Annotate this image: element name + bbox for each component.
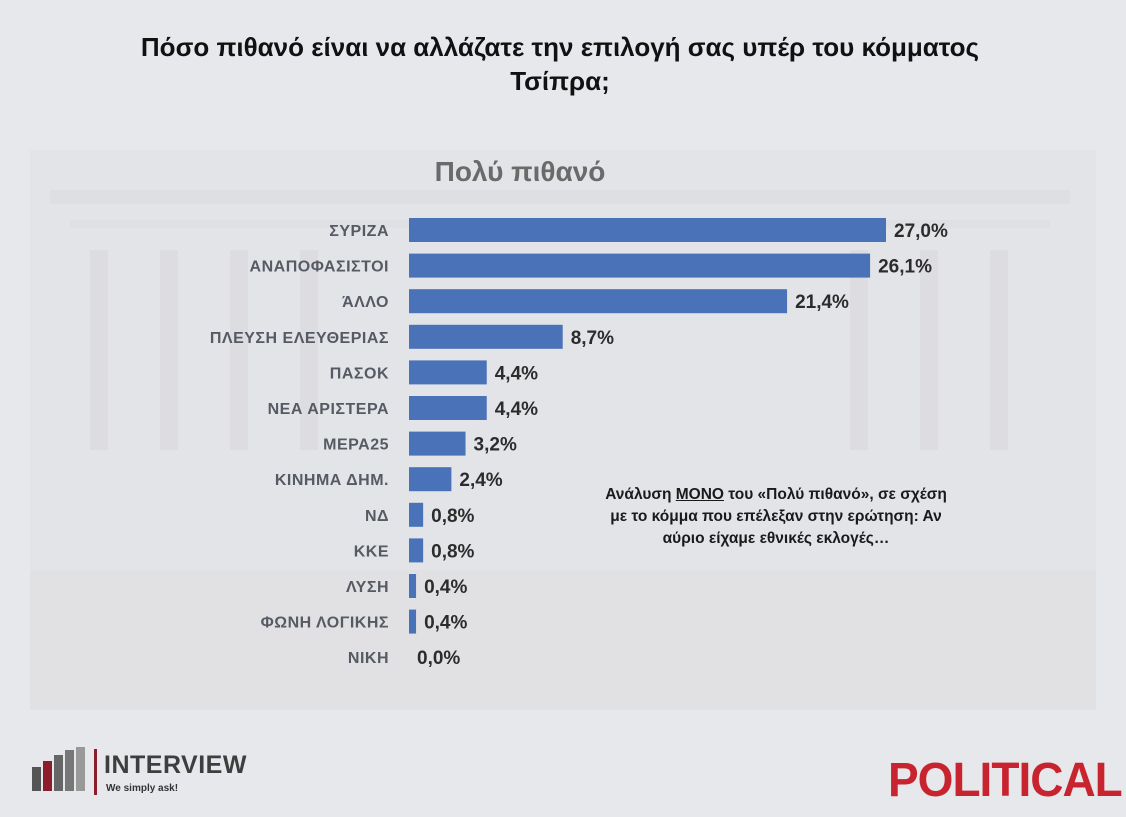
category-label: ΝΔ [365,508,389,525]
value-label: 4,4% [495,399,538,420]
category-label: ΑΝΑΠΟΦΑΣΙΣΤΟΙ [250,259,389,276]
bar [409,360,487,385]
value-label: 0,0% [417,648,460,669]
category-label: ΚΙΝΗΜΑ ΔΗΜ. [275,472,389,489]
bar [409,538,424,563]
bar [409,574,417,598]
bar [409,396,487,420]
bar [409,218,886,242]
chart-title: Πολύ πιθανό [434,156,606,187]
category-label: ΝΕΑ ΑΡΙΣΤΕΡΑ [268,401,389,418]
category-label: ΆΛΛΟ [342,294,389,311]
bar [409,253,871,278]
value-label: 0,8% [431,506,474,527]
value-label: 2,4% [459,470,502,491]
page-title: Πόσο πιθανό είναι να αλλάζατε την επιλογ… [60,30,1060,98]
value-label: 4,4% [495,363,538,384]
value-label: 8,7% [571,328,614,349]
value-label: 3,2% [474,435,517,456]
interview-logo-name: INTERVIEW [104,751,247,779]
bar [409,289,788,314]
bar [409,431,466,456]
value-label: 0,8% [431,541,474,562]
value-label: 0,4% [424,577,467,598]
analysis-note-text-1: Ανάλυση [605,486,676,503]
interview-logo-divider [94,749,97,795]
category-label: ΦΩΝΗ ΛΟΓΙΚΗΣ [261,615,389,632]
bar [409,324,563,349]
analysis-note-text-2: του «Πολύ πιθανό», σε σχέση με το κόμμα … [610,486,947,547]
bar [409,609,417,634]
category-label: ΜΕΡΑ25 [323,437,389,454]
interview-logo: INTERVIEW We simply ask! [30,745,290,800]
category-label: ΠΑΣΟΚ [330,365,389,382]
bar [409,467,452,492]
category-label: ΝΙΚΗ [348,650,389,667]
category-label: ΚΚΕ [354,543,389,560]
interview-bars-icon [32,747,85,791]
value-label: 0,4% [424,613,467,634]
background-building-image [30,150,1096,710]
category-label: ΠΛΕΥΣΗ ΕΛΕΥΘΕΡΙΑΣ [210,330,389,347]
category-label: ΛΥΣΗ [346,579,389,596]
value-label: 26,1% [878,257,932,278]
analysis-note: Ανάλυση ΜΟΝΟ του «Πολύ πιθανό», σε σχέση… [596,484,956,550]
page-title-line-2: Τσίπρα; [510,66,610,96]
value-label: 27,0% [894,221,948,242]
political-logo: POLITICAL [888,751,1123,807]
category-label: ΣΥΡΙΖΑ [329,223,389,240]
value-label: 21,4% [795,292,849,313]
page-title-line-1: Πόσο πιθανό είναι να αλλάζατε την επιλογ… [140,32,980,62]
analysis-note-emphasis: ΜΟΝΟ [675,486,724,503]
bar [409,502,424,527]
interview-logo-tagline: We simply ask! [106,783,179,794]
